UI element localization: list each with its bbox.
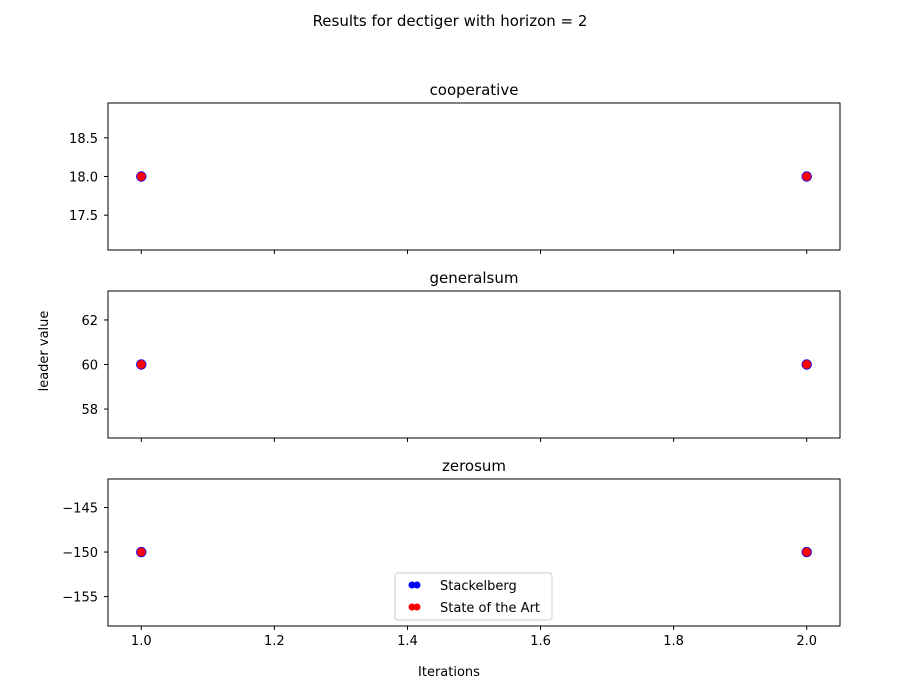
x-tick-label: 2.0: [796, 634, 817, 649]
axes-frame: [107, 102, 841, 251]
legend: Stackelberg State of the Art: [394, 572, 553, 621]
legend-label-state-of-the-art: State of the Art: [440, 601, 540, 616]
x-tick-label: 1.4: [397, 634, 418, 649]
y-tick-label: 58: [81, 403, 98, 418]
data-point: [136, 360, 146, 369]
x-tick-label: 1.0: [131, 634, 152, 649]
y-tick-label: 60: [81, 359, 98, 374]
data-point: [802, 172, 812, 181]
axes-frame: [107, 290, 841, 439]
subplot-title: zerosum: [442, 457, 506, 475]
y-tick-label: −150: [62, 546, 98, 561]
legend-label-stackelberg: Stackelberg: [440, 579, 517, 594]
x-tick-label: 1.6: [530, 634, 551, 649]
x-tick-label: 1.8: [663, 634, 684, 649]
axes-frame: [107, 478, 841, 627]
subplot-panels: cooperative 17.5 18.0 18.5 generalsum 58 60 62 z…: [62, 81, 841, 649]
y-tick-label: −145: [62, 502, 98, 517]
y-tick-label: 17.5: [69, 209, 98, 224]
legend-marker-stackelberg: [413, 581, 421, 589]
subplot-generalsum: generalsum 58 60 62: [81, 269, 841, 442]
data-point: [802, 547, 812, 557]
figure-xlabel: Iterations: [418, 665, 480, 680]
y-tick-label: 18.5: [69, 132, 98, 147]
subplot-title: cooperative: [430, 81, 519, 99]
data-point: [136, 172, 146, 181]
legend-marker-state-of-the-art: [413, 603, 421, 611]
y-tick-label: −155: [62, 591, 98, 606]
legend-marker-stackelberg: [408, 581, 416, 589]
y-tick-label: 62: [81, 314, 98, 329]
data-point: [802, 360, 812, 369]
figure-suptitle: Results for dectiger with horizon = 2: [313, 12, 588, 30]
x-tick-label: 1.2: [264, 634, 285, 649]
subplot-cooperative: cooperative 17.5 18.0 18.5: [69, 81, 841, 254]
data-point: [136, 547, 146, 557]
legend-marker-state-of-the-art: [408, 603, 416, 611]
subplot-title: generalsum: [430, 269, 519, 287]
legend-frame: [394, 572, 553, 621]
subplot-zerosum: zerosum 1.0 1.2 1.4 1.6 1.8 2.0 −155 −150 −145: [62, 457, 841, 649]
figure-ylabel: leader value: [37, 311, 52, 392]
y-tick-label: 18.0: [69, 171, 98, 186]
